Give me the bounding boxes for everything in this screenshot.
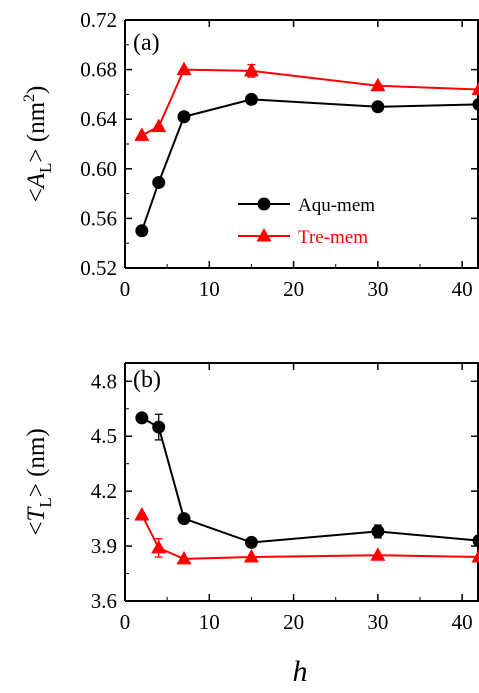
data-point-aqu-mem xyxy=(135,411,149,425)
data-point-tre-mem xyxy=(134,127,150,141)
y-tick-label: 4.2 xyxy=(91,479,117,503)
data-point-tre-mem xyxy=(471,549,479,563)
panel-a: 0 10 20 30 40 0.52 0.56 0.60 0.64 0.68 0.72 (a) <AL>… xyxy=(21,8,479,301)
legend-label: Aqu-mem xyxy=(298,195,375,216)
data-point-tre-mem xyxy=(471,81,479,95)
data-point-aqu-mem xyxy=(472,97,479,111)
panel-b: 0 10 20 30 40 3.6 3.9 4.2 4.5 4.8 (b) <TL> (nm) xyxy=(23,362,479,634)
data-point-aqu-mem xyxy=(177,110,191,124)
plot-area xyxy=(134,411,479,565)
data-point-tre-mem xyxy=(176,550,192,565)
data-point-aqu-mem xyxy=(152,420,166,434)
data-point-tre-mem xyxy=(176,61,192,76)
y-axis-label: <AL> (nm2) xyxy=(21,86,55,203)
x-tick-label: 20 xyxy=(283,610,304,634)
data-point-tre-mem xyxy=(243,549,259,563)
data-point-tre-mem xyxy=(370,547,386,561)
data-point-aqu-mem xyxy=(135,224,149,238)
y-tick-label: 4.8 xyxy=(91,369,117,393)
x-tick-label: 10 xyxy=(199,277,220,301)
x-tick-label: 40 xyxy=(452,610,473,634)
data-point-aqu-mem xyxy=(371,100,385,114)
y-tick-label: 0.64 xyxy=(80,107,117,131)
y-tick-label: 0.52 xyxy=(80,256,117,280)
legend-marker xyxy=(257,197,271,211)
panel-label: (b) xyxy=(133,367,161,393)
data-point-aqu-mem xyxy=(371,524,385,538)
y-tick-label: 3.9 xyxy=(91,534,117,558)
y-tick-label: 0.68 xyxy=(80,58,117,82)
x-tick-label: 30 xyxy=(367,277,388,301)
y-tick-label: 4.5 xyxy=(91,424,117,448)
data-point-tre-mem xyxy=(134,506,150,521)
legend-marker xyxy=(256,228,272,242)
data-point-tre-mem xyxy=(243,62,259,77)
data-point-tre-mem xyxy=(151,539,167,554)
y-tick-label: 0.56 xyxy=(80,206,117,230)
series-line-aqu-mem xyxy=(141,417,479,544)
data-point-aqu-mem xyxy=(152,175,166,189)
y-axis-label: <TL> (nm) xyxy=(23,428,55,535)
panel-label: (a) xyxy=(133,30,160,56)
x-tick-label: 20 xyxy=(283,277,304,301)
plot-area xyxy=(134,61,479,238)
y-tick-label: 3.6 xyxy=(91,589,117,613)
series-line-aqu-mem xyxy=(140,98,479,232)
legend: Aqu-mem Tre-mem xyxy=(238,195,375,248)
data-point-aqu-mem xyxy=(244,92,258,106)
data-point-tre-mem xyxy=(370,77,386,92)
x-tick-label: 10 xyxy=(199,610,220,634)
y-tick-label: 0.60 xyxy=(80,157,117,181)
data-point-aqu-mem xyxy=(472,534,479,548)
data-point-aqu-mem xyxy=(177,512,191,526)
series-line-tre-mem xyxy=(140,514,479,560)
data-point-tre-mem xyxy=(151,118,167,133)
x-tick-label: 30 xyxy=(367,610,388,634)
x-tick-label: 0 xyxy=(120,610,131,634)
data-point-aqu-mem xyxy=(244,535,258,549)
x-tick-label: 40 xyxy=(452,277,473,301)
x-tick-label: 0 xyxy=(120,277,131,301)
y-tick-label: 0.72 xyxy=(80,8,117,32)
x-axis-label: h xyxy=(293,655,308,688)
legend-label: Tre-mem xyxy=(298,227,368,248)
